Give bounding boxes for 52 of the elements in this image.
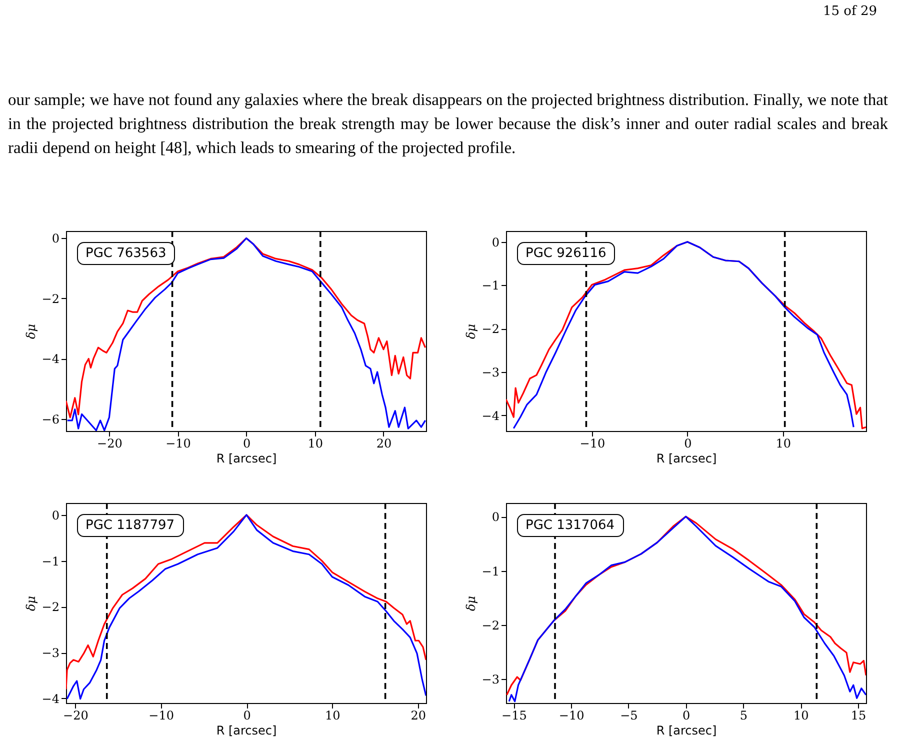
text: our sample; we have not found any galaxies where the break disappears on the projected brightness distribution. Finally, we note that in the projected brightness distribution the break strength may be lower because the disk’s inner and outer radial scales and break radii depend on height [48], which leads to smearing of the projected profile. bbox=[8, 89, 888, 159]
x-tick-label: −5 bbox=[620, 708, 638, 722]
x-tick-label: −20 bbox=[63, 708, 88, 722]
y-tick-label: −3 bbox=[482, 366, 500, 380]
x-tick-label: 0 bbox=[243, 436, 251, 450]
x-tick-label: −10 bbox=[166, 436, 191, 450]
y-axis-title: δμ bbox=[464, 324, 478, 340]
y-axis-title: δμ bbox=[24, 324, 38, 340]
y-tick-label: 0 bbox=[492, 235, 500, 250]
x-tick-label: −10 bbox=[148, 708, 174, 722]
y-tick-label: 0 bbox=[492, 510, 500, 524]
y-tick-label: −4 bbox=[482, 408, 500, 423]
x-tick-label: 20 bbox=[376, 436, 392, 450]
y-tick-label: −1 bbox=[482, 278, 500, 293]
y-tick-label: 0 bbox=[52, 508, 60, 522]
x-tick-label: 5 bbox=[740, 708, 748, 722]
x-axis-title: R [arcsec] bbox=[656, 724, 717, 738]
y-tick-label: −2 bbox=[42, 292, 60, 306]
x-axis-title: R [arcsec] bbox=[656, 452, 717, 466]
y-axis-title: δμ bbox=[24, 596, 38, 612]
annotation: PGC 1317064 bbox=[516, 514, 624, 536]
x-tick-label: −20 bbox=[97, 436, 122, 450]
x-tick-label: 10 bbox=[325, 708, 340, 722]
y-tick-label: −2 bbox=[482, 322, 500, 336]
x-tick-label: 0 bbox=[682, 708, 690, 722]
x-tick-label: 20 bbox=[410, 708, 426, 722]
y-tick-label: −4 bbox=[42, 352, 60, 366]
annotation: PGC 763563 bbox=[76, 242, 176, 264]
y-tick-label: −3 bbox=[482, 672, 500, 687]
y-tick-label: −4 bbox=[42, 692, 60, 706]
y-tick-label: −1 bbox=[482, 564, 500, 578]
y-tick-label: −2 bbox=[42, 600, 60, 614]
x-tick-label: 10 bbox=[776, 436, 792, 450]
x-tick-label: 15 bbox=[850, 708, 866, 722]
x-tick-label: 10 bbox=[793, 708, 809, 722]
y-tick-label: 0 bbox=[52, 232, 60, 246]
x-tick-label: 0 bbox=[243, 708, 251, 722]
y-axis-title: δμ bbox=[464, 596, 478, 612]
x-tick-label: 0 bbox=[684, 436, 692, 450]
y-tick-label: −3 bbox=[42, 646, 60, 660]
y-tick-label: −1 bbox=[42, 554, 60, 568]
x-tick-label: −15 bbox=[502, 708, 527, 722]
y-tick-label: −6 bbox=[42, 412, 60, 426]
x-axis-title: R [arcsec] bbox=[216, 452, 277, 466]
x-tick-label: −10 bbox=[580, 436, 606, 450]
x-tick-label: 10 bbox=[308, 436, 324, 450]
text: 15 of 29 bbox=[823, 4, 877, 19]
annotation: PGC 1187797 bbox=[76, 514, 184, 536]
x-axis-title: R [arcsec] bbox=[216, 724, 277, 738]
y-tick-label: −2 bbox=[482, 618, 500, 632]
annotation: PGC 926116 bbox=[516, 242, 616, 264]
x-tick-label: −10 bbox=[558, 708, 584, 722]
